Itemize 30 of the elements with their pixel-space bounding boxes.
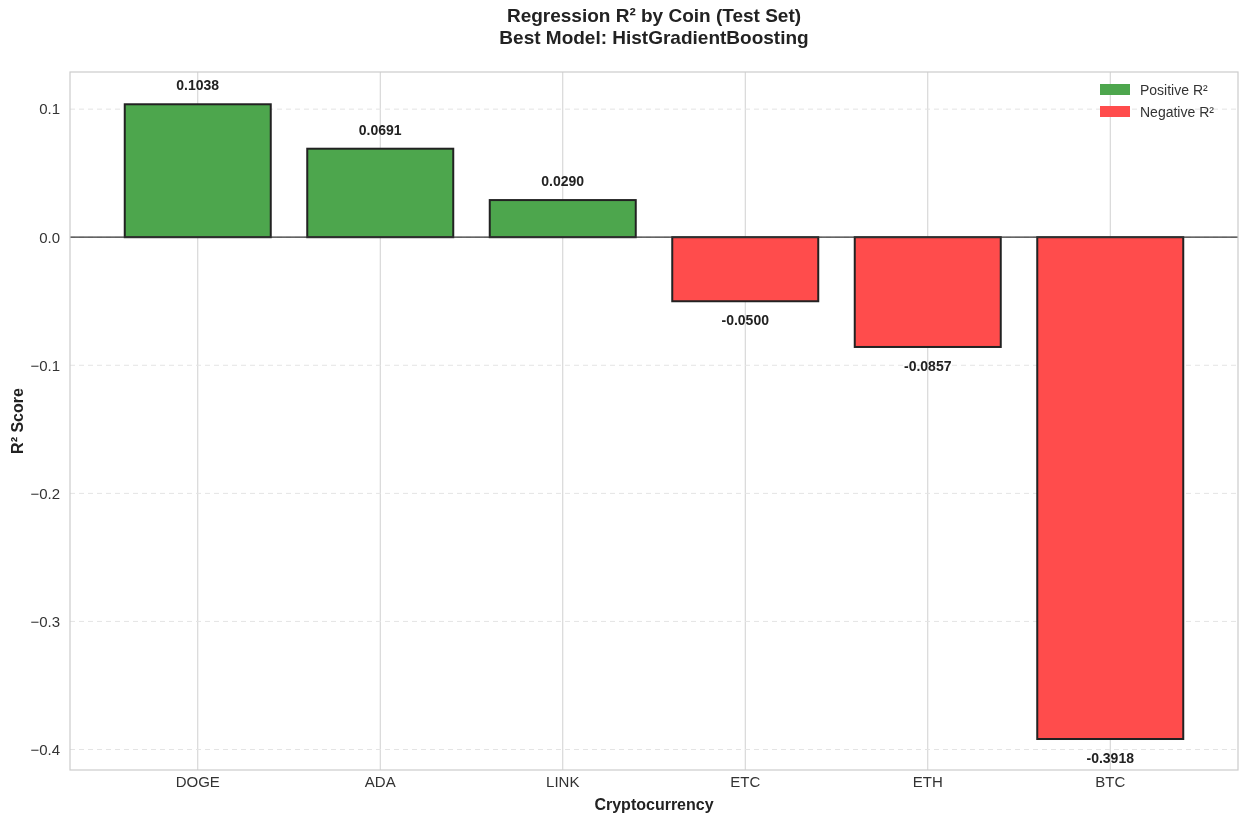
chart-subtitle: Best Model: HistGradientBoosting xyxy=(499,27,809,48)
bar xyxy=(671,236,820,303)
data-label: 0.0691 xyxy=(358,121,402,138)
x-tick-label: BTC xyxy=(1095,772,1126,790)
y-tick-label: −0.3 xyxy=(30,612,60,630)
x-tick-label: DOGE xyxy=(175,772,220,790)
y-tick-label: 0.1 xyxy=(39,100,60,118)
x-tick-label: ETH xyxy=(912,772,943,790)
y-tick-label: 0.0 xyxy=(39,228,60,246)
data-label: 0.1038 xyxy=(176,77,220,94)
y-tick-label: −0.1 xyxy=(30,356,60,374)
x-tick-label: ADA xyxy=(364,772,396,790)
y-axis-title: R² Score xyxy=(9,388,26,454)
bar xyxy=(123,103,272,239)
y-tick-label: −0.2 xyxy=(30,484,60,502)
x-axis-title: Cryptocurrency xyxy=(594,796,714,813)
data-label: -0.0857 xyxy=(904,357,952,374)
x-tick-label: LINK xyxy=(546,772,580,790)
bar xyxy=(853,236,1002,348)
bar xyxy=(306,147,455,239)
x-tick-label: ETC xyxy=(730,772,761,790)
y-tick-label: −0.4 xyxy=(30,740,60,758)
chart-title: Regression R² by Coin (Test Set) xyxy=(506,5,802,26)
data-label: -0.0500 xyxy=(721,312,770,329)
bar xyxy=(488,199,637,239)
legend-label: Negative R² xyxy=(1140,104,1215,120)
data-label: -0.3918 xyxy=(1086,750,1135,767)
data-label: 0.0290 xyxy=(541,173,585,190)
legend-label: Positive R² xyxy=(1140,82,1209,98)
bar xyxy=(1036,236,1185,741)
